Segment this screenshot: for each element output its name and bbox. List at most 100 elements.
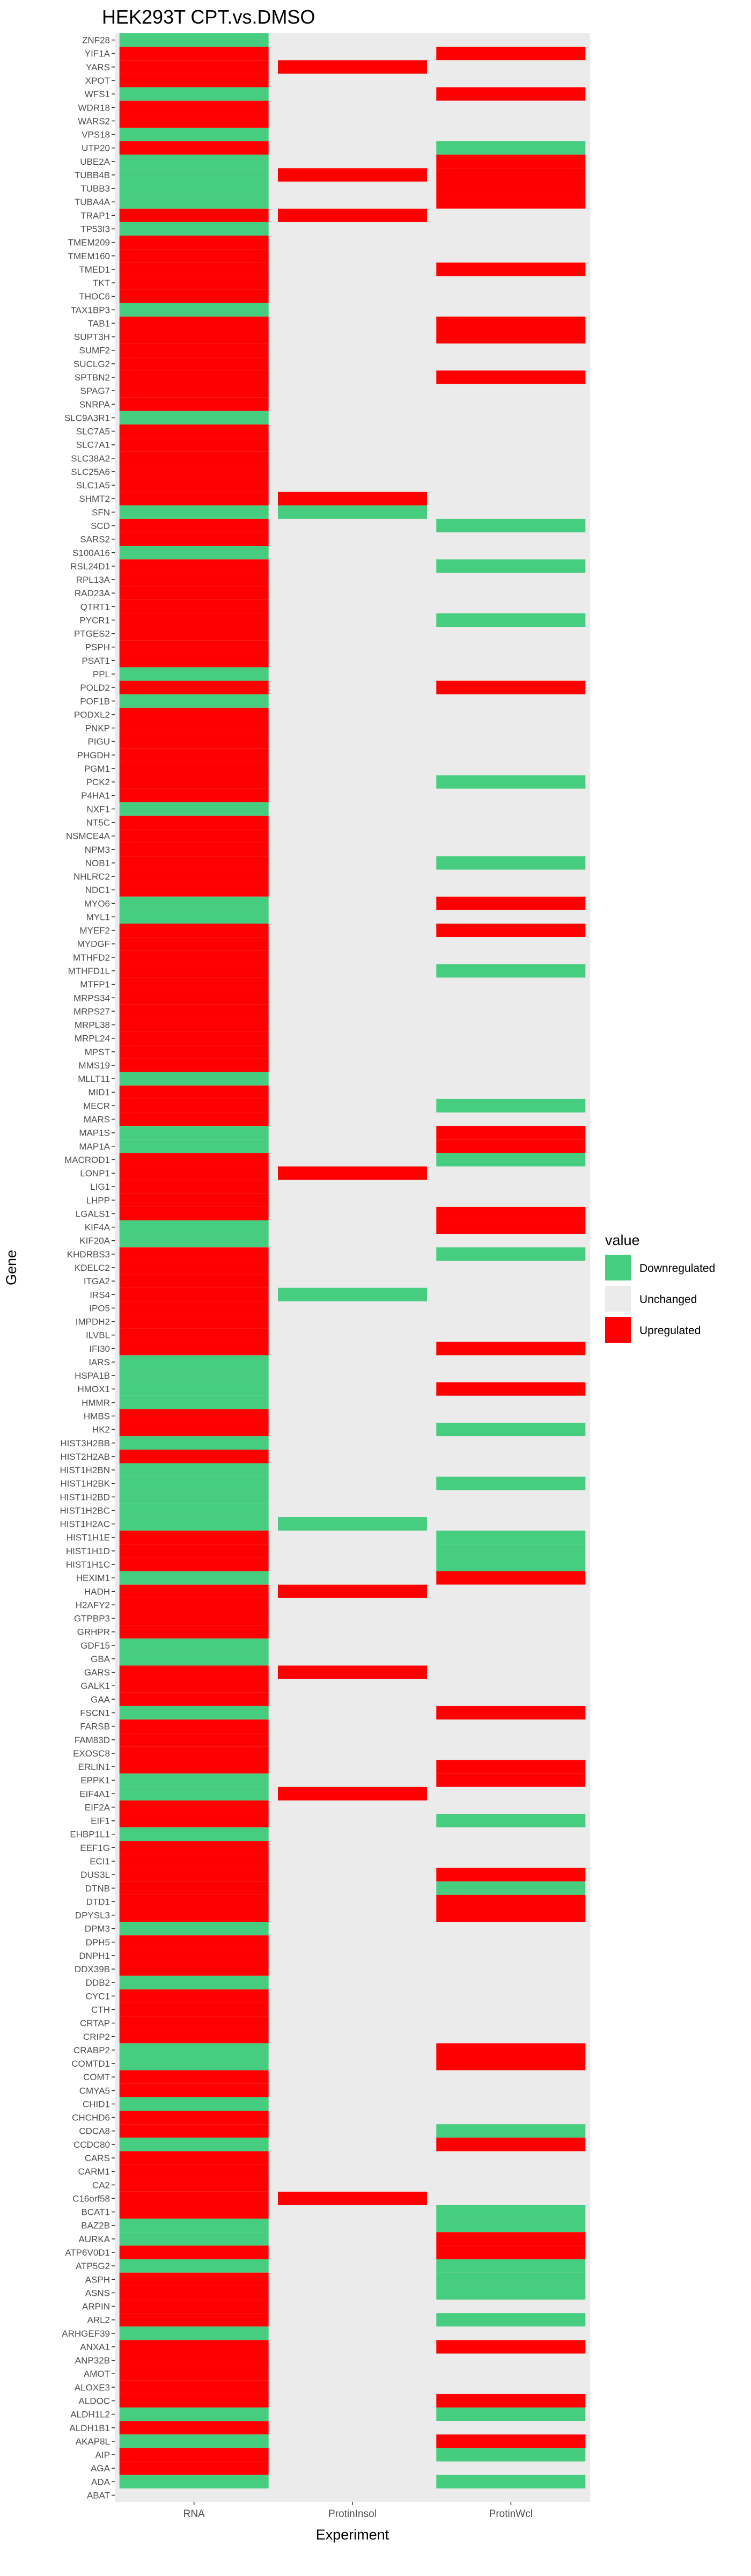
y-tick-label: SLC7A1 bbox=[76, 440, 110, 450]
heatmap-cell bbox=[436, 2488, 586, 2502]
heatmap-cell bbox=[119, 707, 269, 721]
heatmap-cell bbox=[278, 2434, 427, 2448]
heatmap-cell bbox=[436, 1112, 586, 1126]
y-tick-label: TMED1 bbox=[79, 265, 110, 275]
heatmap-cell bbox=[119, 1557, 269, 1571]
heatmap-cell bbox=[278, 613, 427, 627]
y-tick-label: EXOSC8 bbox=[73, 1748, 110, 1759]
heatmap-cell bbox=[278, 2286, 427, 2300]
heatmap-cell bbox=[436, 2124, 586, 2138]
y-tick-label: MTHFD1L bbox=[68, 966, 110, 976]
heatmap-cell bbox=[278, 2380, 427, 2394]
heatmap-cell bbox=[119, 1045, 269, 1059]
heatmap-cell bbox=[119, 586, 269, 600]
heatmap-cell bbox=[278, 937, 427, 951]
y-tick-label: FARSB bbox=[80, 1722, 110, 1732]
heatmap-cell bbox=[436, 478, 586, 492]
heatmap-cell bbox=[436, 2394, 586, 2408]
heatmap-cell bbox=[436, 1490, 586, 1504]
y-tick-label: MTHFD2 bbox=[73, 953, 110, 963]
y-tick-label: ALDH1B1 bbox=[69, 2423, 110, 2433]
heatmap-cell bbox=[278, 1652, 427, 1666]
heatmap-cell bbox=[119, 1261, 269, 1275]
heatmap-cell bbox=[278, 1342, 427, 1356]
heatmap-cell bbox=[278, 1126, 427, 1140]
y-tick-label: ALOXE3 bbox=[75, 2382, 110, 2392]
heatmap-cell bbox=[436, 1503, 586, 1518]
y-tick-label: LIG1 bbox=[90, 1182, 110, 1192]
heatmap-cell bbox=[436, 1598, 586, 1612]
heatmap-cell bbox=[119, 1611, 269, 1626]
y-tick-label: KIF4A bbox=[85, 1223, 111, 1233]
heatmap-cell bbox=[278, 1787, 427, 1801]
y-tick-label: CA2 bbox=[92, 2180, 110, 2190]
heatmap-cell bbox=[436, 438, 586, 452]
heatmap-cell bbox=[119, 1476, 269, 1490]
heatmap-cell bbox=[278, 1301, 427, 1315]
heatmap-cell bbox=[436, 1814, 586, 1828]
heatmap-cell bbox=[278, 1166, 427, 1180]
heatmap-cell bbox=[436, 1395, 586, 1409]
y-tick-label: EIF2A bbox=[85, 1802, 111, 1812]
y-tick-label: GAA bbox=[91, 1694, 111, 1704]
heatmap-cell bbox=[119, 1827, 269, 1841]
heatmap-cell bbox=[278, 1814, 427, 1828]
heatmap-cell bbox=[119, 1395, 269, 1409]
heatmap-cell bbox=[278, 1072, 427, 1086]
y-tick-label: PHGDH bbox=[77, 750, 110, 760]
heatmap-cell bbox=[119, 236, 269, 250]
y-tick-label: HIST1H2BC bbox=[60, 1505, 110, 1516]
heatmap-cell bbox=[278, 2394, 427, 2408]
heatmap-cell bbox=[119, 2434, 269, 2448]
heatmap-cell bbox=[119, 829, 269, 843]
y-tick-label: ITGA2 bbox=[84, 1276, 110, 1286]
y-tick-label: ILVBL bbox=[86, 1330, 110, 1341]
heatmap-cell bbox=[436, 2016, 586, 2030]
y-tick-label: MYDGF bbox=[77, 939, 110, 949]
heatmap-cell bbox=[119, 87, 269, 101]
heatmap-cell bbox=[436, 1368, 586, 1382]
heatmap-cell bbox=[119, 2111, 269, 2125]
chart-title: HEK293T CPT.vs.DMSO bbox=[102, 6, 315, 28]
heatmap-cell bbox=[278, 815, 427, 830]
heatmap-cell bbox=[278, 2151, 427, 2165]
y-tick-label: P4HA1 bbox=[81, 791, 110, 801]
heatmap-cell bbox=[119, 424, 269, 438]
heatmap-cell bbox=[278, 910, 427, 924]
y-tick-label: SLC7A5 bbox=[76, 427, 110, 437]
y-tick-label: HMMR bbox=[82, 1397, 110, 1408]
heatmap-cell bbox=[119, 438, 269, 452]
y-tick-label: IRS4 bbox=[90, 1290, 110, 1300]
heatmap-cell bbox=[278, 2272, 427, 2286]
heatmap-cell bbox=[278, 2097, 427, 2111]
heatmap-cell bbox=[119, 492, 269, 506]
y-tick-label: AKAP8L bbox=[76, 2436, 110, 2447]
heatmap-cell bbox=[278, 2164, 427, 2178]
heatmap-cell bbox=[278, 2111, 427, 2125]
heatmap-cell bbox=[436, 1611, 586, 1626]
heatmap-cell bbox=[436, 1827, 586, 1841]
heatmap-cell bbox=[119, 1881, 269, 1895]
heatmap-cell bbox=[278, 2353, 427, 2367]
y-tick-label: POLD2 bbox=[80, 683, 110, 693]
heatmap-cell bbox=[119, 2340, 269, 2354]
heatmap-cell bbox=[119, 518, 269, 533]
y-tick-label: ANP32B bbox=[75, 2355, 110, 2366]
heatmap-cell bbox=[119, 1355, 269, 1369]
heatmap-cell bbox=[278, 195, 427, 209]
heatmap-cell bbox=[119, 2245, 269, 2259]
heatmap-cell bbox=[119, 2272, 269, 2286]
heatmap-cell bbox=[436, 1787, 586, 1801]
heatmap-cell bbox=[436, 1692, 586, 1706]
heatmap-cell bbox=[436, 869, 586, 883]
heatmap-cell bbox=[278, 1692, 427, 1706]
heatmap-cell bbox=[119, 1382, 269, 1396]
heatmap-cell bbox=[278, 1571, 427, 1585]
heatmap-cell bbox=[278, 1247, 427, 1261]
heatmap-cell bbox=[436, 2407, 586, 2421]
heatmap-cell bbox=[119, 33, 269, 47]
heatmap-cell bbox=[278, 2016, 427, 2030]
heatmap-cell bbox=[119, 100, 269, 114]
heatmap-cell bbox=[278, 1733, 427, 1747]
heatmap-cell bbox=[278, 1409, 427, 1423]
